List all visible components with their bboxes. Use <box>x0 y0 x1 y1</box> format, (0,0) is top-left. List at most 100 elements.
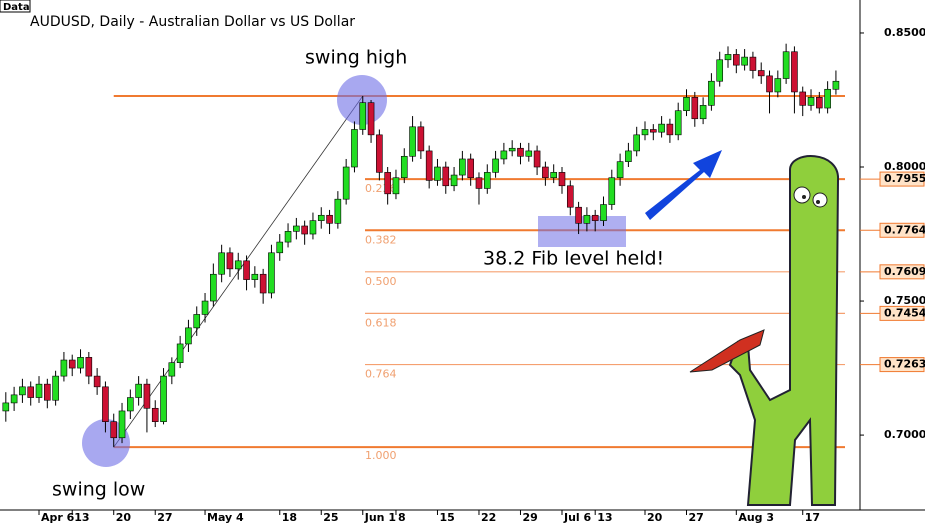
candle-body <box>799 91 807 106</box>
candle-body <box>766 75 773 93</box>
x-tick-label: 29 <box>522 511 537 524</box>
arrow <box>645 150 722 220</box>
x-tick-label: 8 <box>398 511 406 524</box>
candle-body <box>342 166 350 200</box>
candle-body <box>52 375 59 401</box>
candle-body <box>68 359 76 369</box>
x-tick-label: Aug 3 <box>738 511 774 524</box>
swing-low-label: swing low <box>52 479 145 501</box>
candle-body <box>566 185 574 208</box>
candle-body <box>151 407 159 422</box>
candle-body <box>234 260 242 270</box>
candle-body <box>284 231 292 243</box>
swing-high-label: swing high <box>305 47 407 69</box>
price-label: 0.7454 <box>884 306 925 319</box>
candle-body <box>93 375 101 388</box>
candle-body <box>143 383 151 409</box>
fib-ratio-label: 1.000 <box>365 449 397 462</box>
candle-body <box>102 386 109 422</box>
candle-body <box>218 252 225 275</box>
candle-body <box>782 51 790 79</box>
candle-body <box>533 150 541 168</box>
candle-body <box>2 402 10 412</box>
candle-body <box>251 273 259 280</box>
candle-body <box>483 172 491 189</box>
candle-body <box>193 314 201 329</box>
candle-body <box>816 97 823 109</box>
candle-body <box>118 410 126 439</box>
y-tick-label: 0.7000 <box>884 428 925 441</box>
candle-body <box>716 59 724 82</box>
candle-body <box>210 273 217 302</box>
candle-body <box>309 220 317 235</box>
y-tick-label: 0.8500 <box>884 26 925 39</box>
candle-body <box>807 97 815 106</box>
cartoon <box>689 155 840 506</box>
candle-body <box>475 177 483 189</box>
held-label: 38.2 Fib level held! <box>483 248 664 270</box>
candle-body <box>442 166 450 187</box>
candle-body <box>492 158 499 173</box>
candle-body <box>160 375 167 422</box>
chart-title: AUDUSD, Daily - Australian Dollar vs US … <box>30 14 355 30</box>
fib-ratio-label: 0.500 <box>365 275 397 288</box>
y-tick-label: 0.8000 <box>884 160 925 173</box>
fib-ratio-label: 0.236 <box>365 182 397 195</box>
candle-body <box>691 97 699 120</box>
candle-body <box>558 172 566 187</box>
candle-body <box>384 172 391 195</box>
x-tick-label: 13 <box>597 511 612 524</box>
x-tick-label: 20 <box>116 511 132 524</box>
x-tick-label: Jul 6 <box>563 511 592 524</box>
candle-body <box>201 300 209 315</box>
x-tick-label: 27 <box>157 511 172 524</box>
candle-body <box>500 150 508 160</box>
x-tick-label: May 4 <box>207 511 244 524</box>
eye <box>812 192 828 208</box>
candle-body <box>110 421 118 439</box>
x-tick-label: Apr 6 <box>41 511 75 524</box>
candle-body <box>259 273 267 294</box>
candle-body <box>326 214 333 224</box>
candle-body <box>276 241 284 254</box>
pupil <box>816 200 820 204</box>
price-label: 0.7955 <box>884 172 925 185</box>
candle-body <box>542 166 549 179</box>
candle-body <box>409 126 416 157</box>
candle-body <box>616 161 624 179</box>
candle-body <box>832 80 840 90</box>
candle-body <box>35 383 43 398</box>
candle-body <box>168 362 176 377</box>
candle-body <box>757 70 765 77</box>
price-label: 0.7764 <box>884 223 925 236</box>
candle-body <box>293 225 300 232</box>
candle-body <box>741 56 748 66</box>
badge: Data <box>3 2 30 13</box>
candle-body <box>683 97 690 112</box>
candle-body <box>633 134 640 152</box>
candle-body <box>44 383 51 401</box>
candle-body <box>699 105 707 120</box>
candle-body <box>359 102 367 130</box>
candle-body <box>60 359 68 377</box>
candle-body <box>417 126 425 152</box>
candle-body <box>641 129 649 136</box>
x-tick-label: 25 <box>323 511 338 524</box>
candle-body <box>434 166 441 181</box>
candle-body <box>658 123 665 133</box>
candle-body <box>268 252 275 294</box>
candle-body <box>301 225 308 235</box>
candle-body <box>10 394 18 404</box>
candle-body <box>600 204 607 221</box>
x-tick-label: 18 <box>282 511 297 524</box>
swing-low-circle <box>82 419 130 467</box>
candle-body <box>176 343 184 364</box>
price-label: 0.7263 <box>884 358 925 371</box>
candle-body <box>791 51 798 93</box>
candle-body <box>425 150 433 181</box>
candle-body <box>749 56 757 71</box>
candle-body <box>517 147 524 157</box>
x-tick-label: 22 <box>481 511 496 524</box>
